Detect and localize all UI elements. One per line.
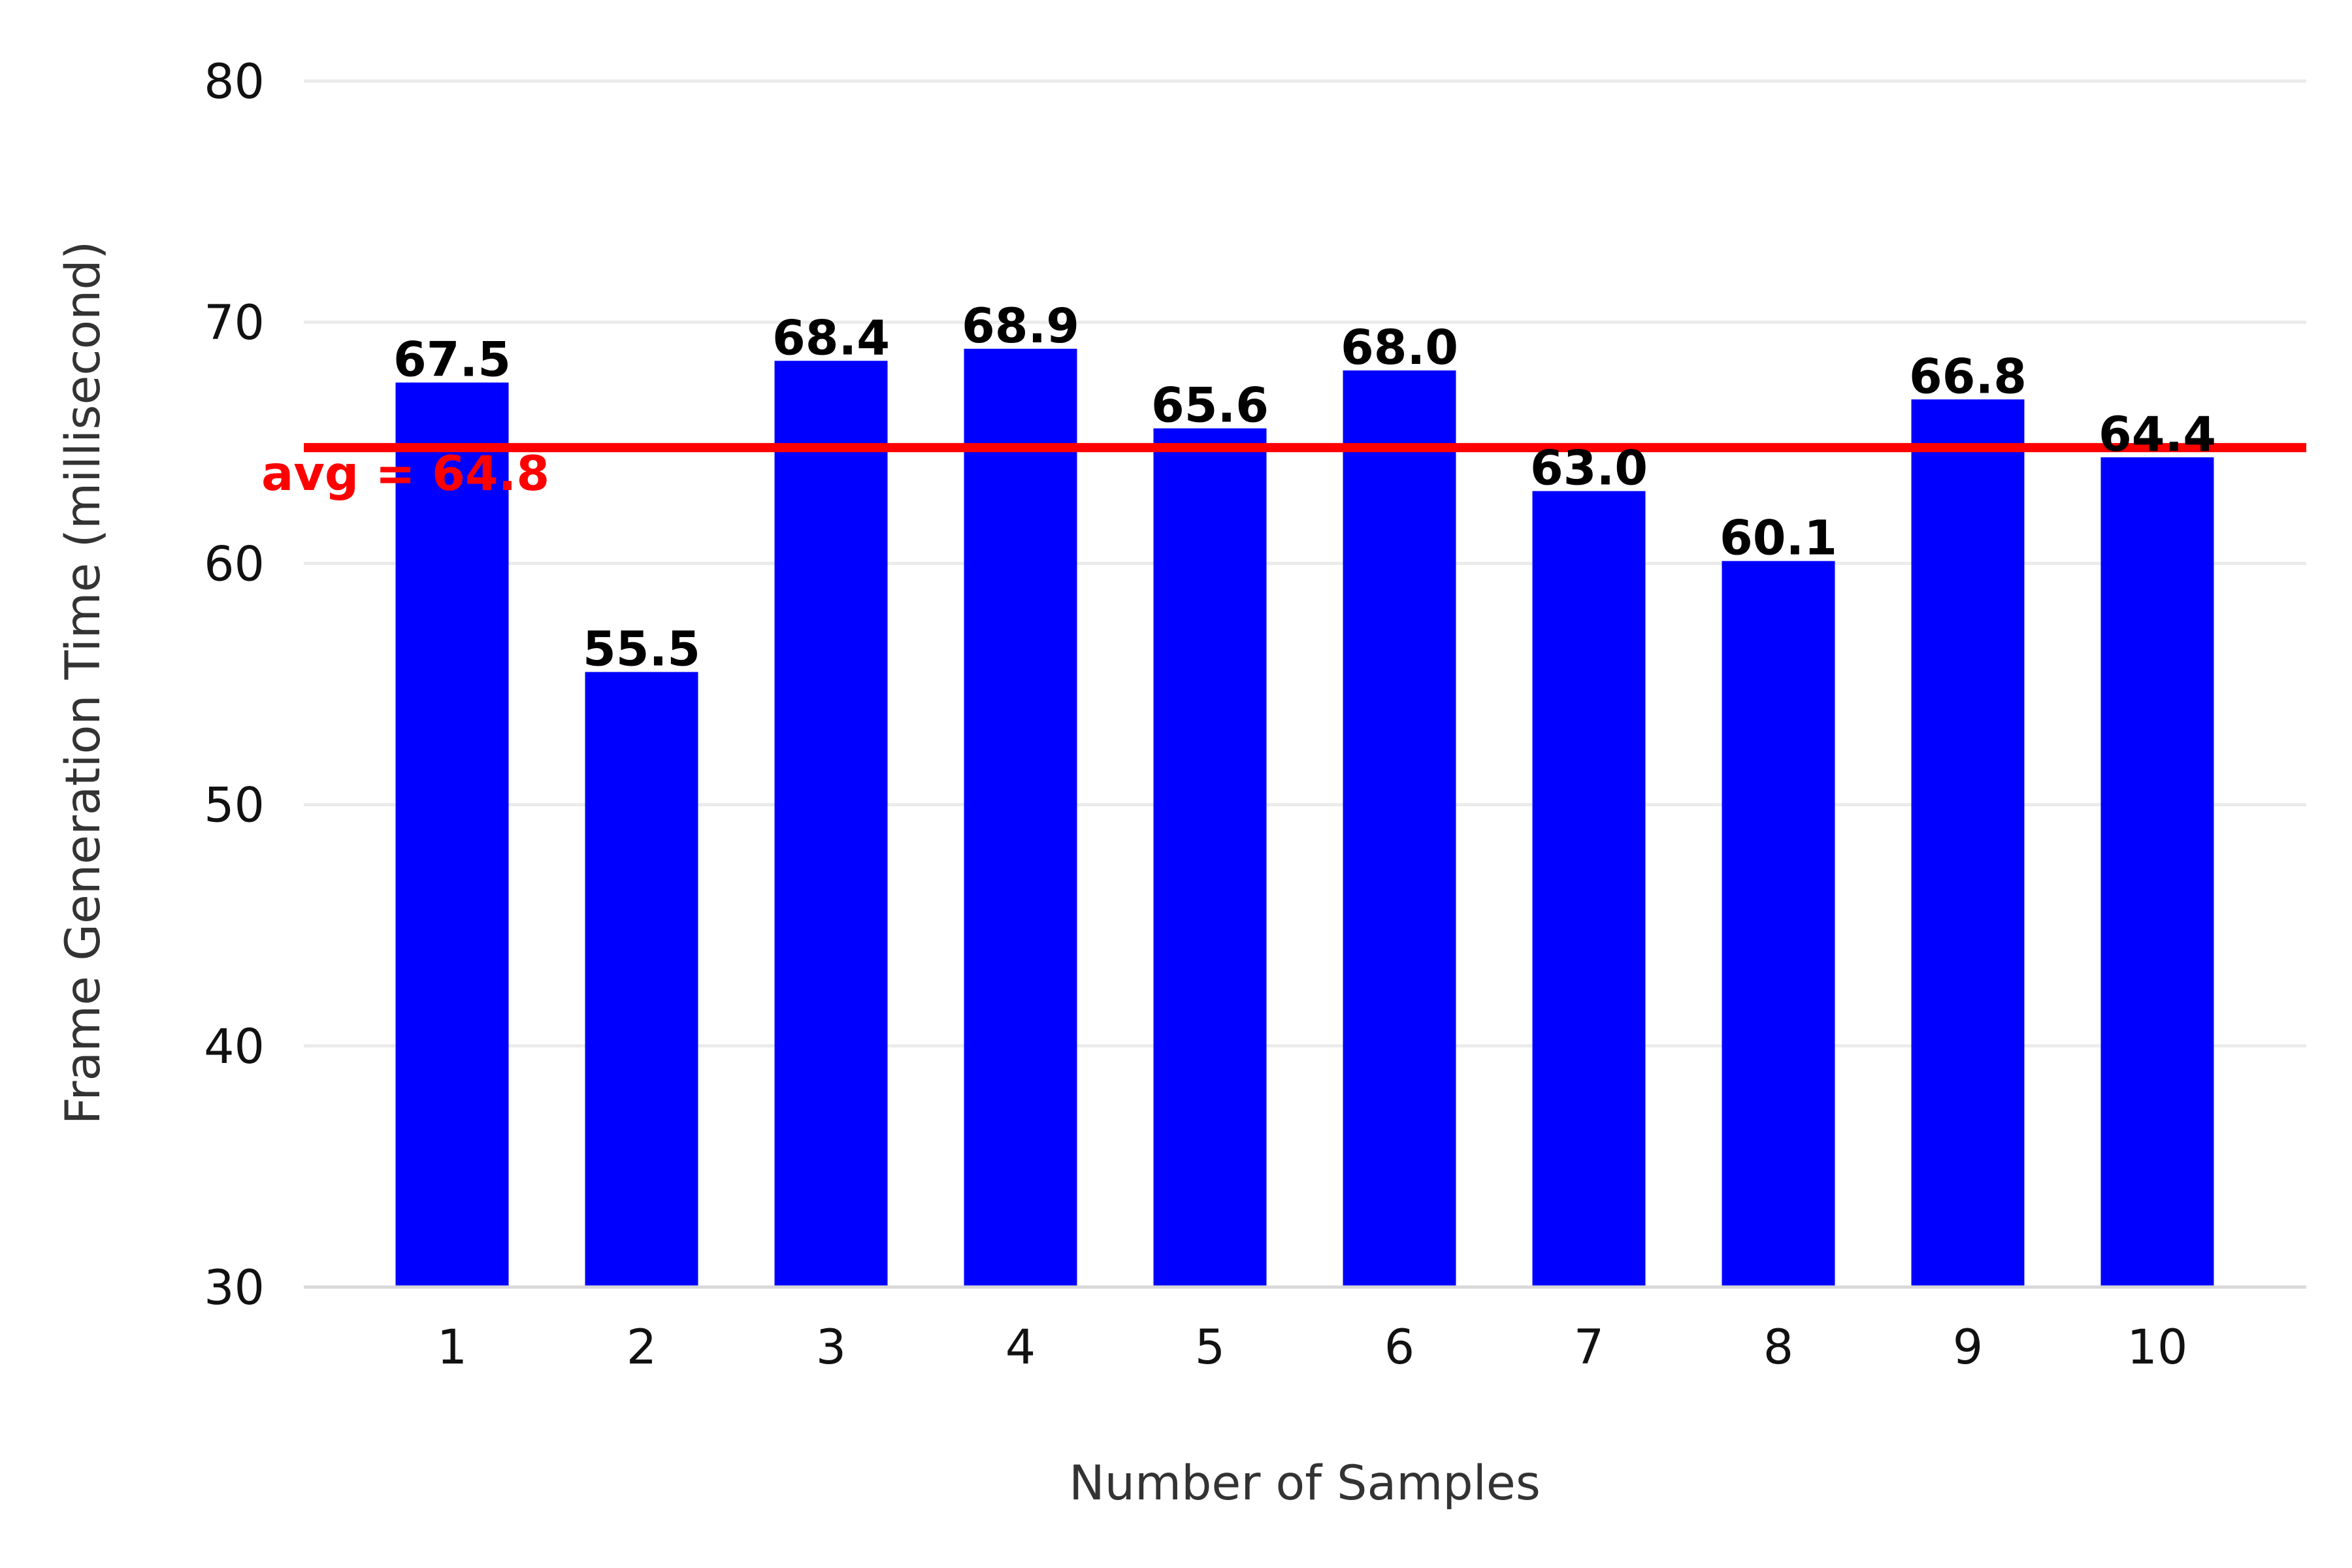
bar [2100,457,2214,1287]
bar [1722,561,1835,1287]
y-tick-label: 60 [204,536,265,592]
bar-value-label: 55.5 [583,622,700,678]
bar-value-label: 65.6 [1151,378,1269,434]
x-tick-label: 3 [816,1320,846,1375]
x-tick-label: 6 [1384,1320,1414,1375]
bar-value-labels: 67.5 55.5 68.4 68.9 65.6 68.0 63.0 60.1 66.8 64.4 [393,299,2216,678]
bar [774,361,888,1287]
x-tick-label: 8 [1763,1320,1793,1375]
bar [1153,428,1267,1288]
bars [395,348,2214,1288]
bar-value-label: 67.5 [393,333,511,388]
x-axis-title: Number of Samples [1069,1456,1541,1511]
x-tick-label: 4 [1005,1320,1036,1375]
bar-value-label: 66.8 [1909,349,2027,404]
bar [1343,370,1456,1287]
bar-value-label: 63.0 [1530,441,1648,497]
x-tick-label: 7 [1574,1320,1604,1375]
bar-value-label: 68.0 [1341,320,1458,376]
average-line-group: avg = 64.8 [261,443,2306,502]
y-tick-label: 30 [204,1260,265,1316]
x-axis-ticks: 1 2 3 4 5 6 7 8 9 10 [437,1320,2188,1375]
y-tick-label: 40 [204,1019,265,1075]
x-tick-label: 1 [437,1320,467,1375]
x-tick-label: 10 [2127,1320,2188,1375]
bar [1911,399,2025,1287]
y-tick-label: 80 [204,54,265,110]
x-tick-label: 2 [627,1320,657,1375]
x-tick-label: 9 [1953,1320,1983,1375]
bar-value-label: 68.9 [962,299,1079,354]
bar [964,348,1077,1287]
bar [1532,491,1646,1287]
x-tick-label: 5 [1195,1320,1225,1375]
bar-value-label: 64.4 [2099,407,2216,463]
bar-value-label: 60.1 [1720,511,1837,566]
y-axis-title: Frame Generation Time (millisecond) [56,241,111,1125]
bar [395,382,509,1287]
y-tick-label: 70 [204,295,265,351]
bar-value-label: 68.4 [772,310,890,366]
y-tick-label: 50 [204,778,265,834]
bar [585,672,698,1287]
y-axis-ticks: 30 40 50 60 70 80 [204,54,265,1316]
average-label: avg = 64.8 [261,446,549,502]
